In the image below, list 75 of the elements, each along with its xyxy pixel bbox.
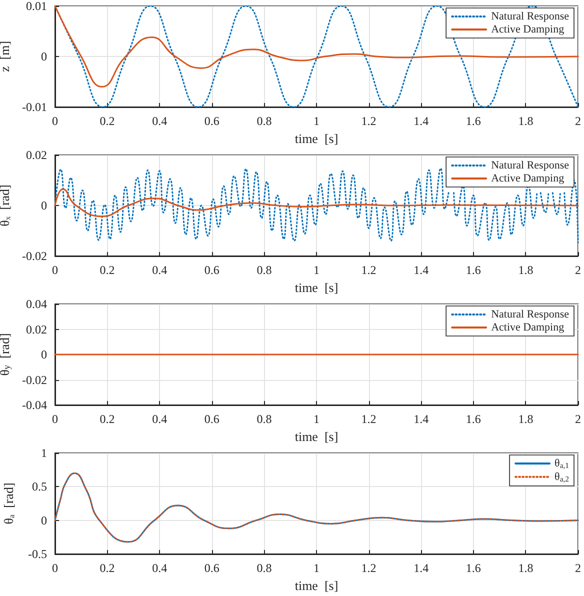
y-axis-title: z [m] (0, 40, 12, 72)
legend-label: Natural Response (491, 160, 570, 172)
y-axis-title: θₐ [rad] (1, 482, 16, 524)
y-tick-label: 0 (41, 198, 47, 212)
x-tick-label: 1.6 (466, 114, 481, 128)
y-tick-label: -0.04 (22, 398, 47, 412)
x-tick-label: 0 (52, 561, 58, 575)
x-tick-label: 1.8 (518, 561, 534, 575)
y-tick-label: 0 (41, 513, 47, 528)
x-tick-label: 0.2 (100, 412, 115, 426)
x-tick-label: 0.4 (152, 561, 168, 575)
y-tick-label: 0.02 (26, 148, 47, 162)
y-tick-label: 0.01 (26, 0, 47, 13)
x-tick-label: 0.8 (256, 561, 272, 575)
x-axis-title: time [s] (294, 130, 338, 146)
x-tick-label: 1.8 (518, 114, 534, 128)
x-tick-label: 1.2 (361, 561, 376, 575)
x-tick-label: 1.2 (361, 412, 376, 426)
x-tick-label: 1.2 (361, 263, 376, 277)
x-tick-label: 1 (314, 412, 320, 426)
line-series (54, 188, 579, 218)
x-tick-label: 2 (575, 263, 581, 277)
y-tick-label: -0.02 (22, 372, 47, 387)
y-tick-label: -0.02 (22, 249, 47, 263)
legend-label: Active Damping (491, 322, 565, 334)
x-tick-label: 0 (52, 114, 58, 128)
x-tick-label: 1.6 (466, 263, 481, 277)
x-tick-label: 0.8 (256, 263, 272, 277)
x-tick-label: 0.2 (100, 561, 115, 575)
x-tick-label: 0.4 (152, 263, 168, 277)
x-tick-label: 0.6 (204, 561, 220, 575)
x-tick-label: 1.2 (361, 114, 376, 128)
x-tick-label: 1.6 (466, 561, 481, 575)
x-tick-label: 1 (314, 561, 320, 575)
x-tick-label: 2 (575, 412, 581, 426)
legend-label: Natural Response (491, 308, 570, 320)
x-tick-label: 0.6 (204, 263, 220, 277)
x-tick-label: 2 (575, 561, 581, 575)
x-tick-label: 1.4 (414, 263, 429, 277)
x-tick-label: 0.8 (256, 412, 272, 426)
x-tick-label: 2 (575, 114, 581, 128)
x-tick-label: 0.2 (100, 263, 115, 277)
y-axis-title: θy [rad] (0, 333, 12, 376)
legend-label: Active Damping (491, 172, 565, 184)
x-tick-label: 0.4 (152, 412, 168, 426)
x-tick-label: 1.8 (518, 263, 534, 277)
y-tick-label: 1 (41, 446, 47, 460)
y-axis-title: θₓ [rad] (0, 184, 12, 226)
y-tick-label: 0.04 (26, 297, 47, 311)
x-tick-label: 1.4 (414, 561, 429, 575)
y-tick-label: 0.5 (32, 480, 47, 494)
x-tick-label: 0 (52, 412, 58, 426)
x-tick-label: 1.4 (414, 114, 429, 128)
x-tick-label: 0.2 (100, 114, 115, 128)
y-tick-label: 0 (41, 50, 47, 64)
x-tick-label: 1 (314, 263, 320, 277)
x-tick-label: 0.8 (256, 114, 272, 128)
legend-label: Active Damping (491, 24, 565, 36)
x-tick-label: 0.6 (204, 412, 220, 426)
x-tick-label: 0.6 (204, 114, 220, 128)
x-axis-title: time [s] (294, 578, 338, 593)
x-axis-title: time [s] (294, 280, 338, 295)
x-tick-label: 1.4 (414, 412, 429, 426)
y-tick-label: -0.01 (22, 100, 47, 114)
x-axis-title: time [s] (294, 428, 338, 444)
x-tick-label: 1 (314, 114, 320, 128)
y-tick-label: 0.02 (26, 322, 47, 336)
legend-label: Natural Response (491, 10, 570, 22)
y-tick-label: 0 (41, 348, 47, 362)
x-tick-label: 0 (52, 263, 58, 277)
x-tick-label: 1.6 (466, 412, 481, 426)
y-tick-label: -0.5 (28, 547, 47, 561)
line-series (54, 472, 579, 543)
x-tick-label: 1.8 (518, 412, 534, 426)
x-tick-label: 0.4 (152, 114, 168, 128)
